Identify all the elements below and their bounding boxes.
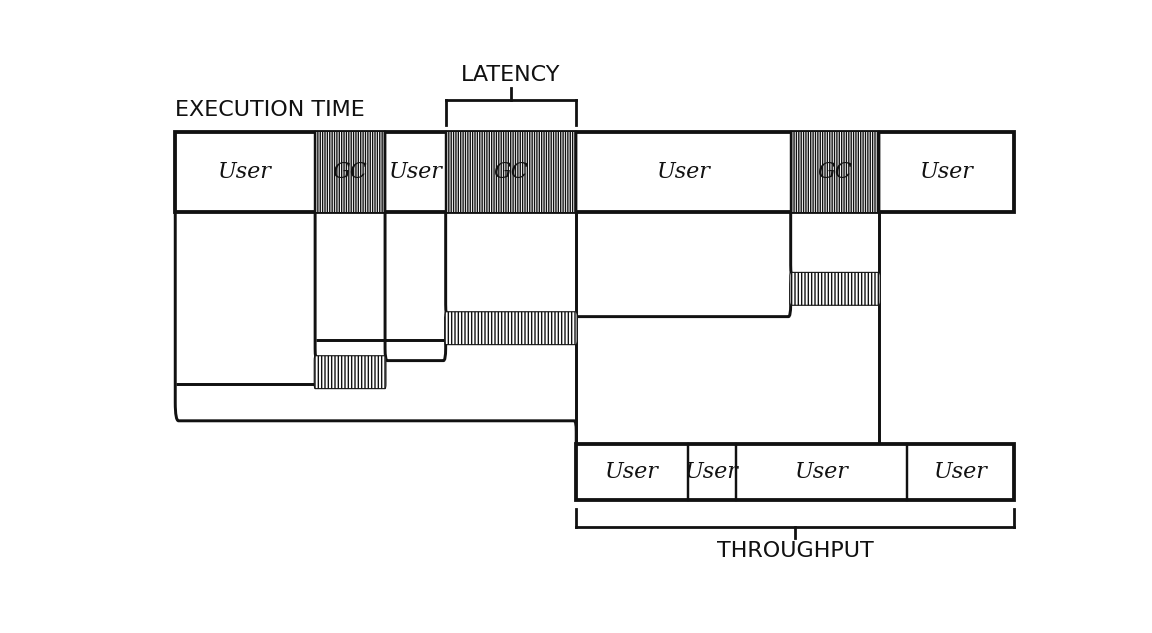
Text: GC: GC — [493, 161, 529, 183]
Bar — [175, 132, 1015, 213]
Bar — [316, 132, 385, 213]
Text: User: User — [684, 461, 738, 483]
Text: User: User — [605, 461, 659, 483]
FancyBboxPatch shape — [790, 272, 880, 305]
Text: EXECUTION TIME: EXECUTION TIME — [175, 100, 365, 120]
Text: GC: GC — [333, 161, 367, 183]
Text: THROUGHPUT: THROUGHPUT — [717, 541, 873, 561]
Bar — [446, 132, 576, 213]
Text: User: User — [933, 461, 987, 483]
Text: GC: GC — [818, 161, 852, 183]
Text: LATENCY: LATENCY — [461, 65, 561, 85]
Text: User: User — [218, 161, 272, 183]
Text: User: User — [795, 461, 848, 483]
Text: User: User — [657, 161, 711, 183]
FancyBboxPatch shape — [314, 356, 386, 389]
Text: User: User — [388, 161, 442, 183]
Text: User: User — [920, 161, 973, 183]
FancyBboxPatch shape — [445, 311, 577, 344]
Bar — [576, 444, 1015, 500]
Bar — [790, 132, 879, 213]
